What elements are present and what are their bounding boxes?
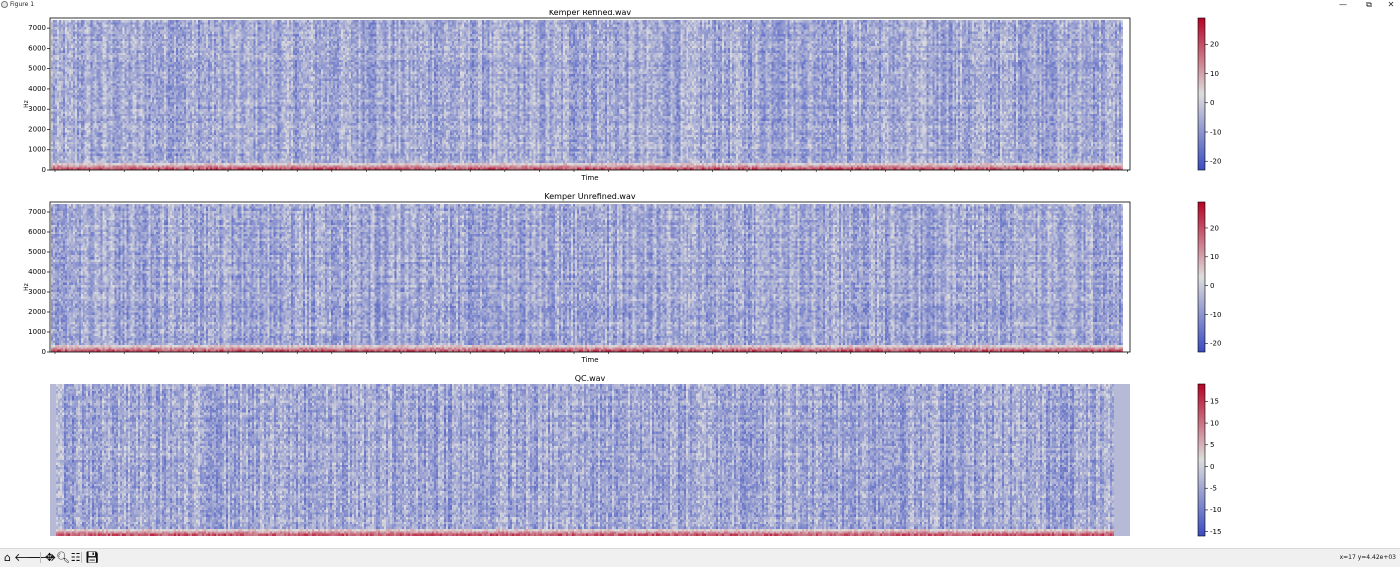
y-tick-label: 5000 — [28, 65, 46, 73]
y-tick-label: 2000 — [28, 125, 46, 133]
colorbar-tick-label: -20 — [1210, 158, 1221, 166]
y-tick-label: 3000 — [28, 288, 46, 296]
figure-canvas[interactable]: 0 1000 2000 3000 4000 5000 6000 7000 Time Hz Kempe… — [0, 10, 1400, 548]
y-tick-label: 2000 — [28, 308, 46, 316]
colorbar-tick-label: 10 — [1210, 419, 1219, 427]
colorbar-tick-label: 15 — [1210, 398, 1219, 406]
axes-frame — [49, 201, 1131, 353]
zoom-icon[interactable]: 🔍︎ — [56, 551, 70, 564]
colorbar — [1197, 17, 1206, 171]
title-bar: Figure 1 — ⧉ ✕ — [0, 0, 1400, 10]
close-button[interactable]: ✕ — [1387, 0, 1395, 9]
colorbar-tick-label: -15 — [1210, 528, 1221, 536]
forward-icon[interactable]: 🡒 — [27, 551, 57, 564]
y-tick-label: 6000 — [28, 228, 46, 236]
x-axis-label: Time — [580, 174, 598, 182]
cursor-coordinates: x=17 y=4.42e+03 — [1339, 554, 1396, 561]
save-icon[interactable]: 💾︎ — [85, 551, 99, 564]
x-axis-label: Time — [580, 356, 598, 364]
spectrogram-axes-1: 0 1000 2000 3000 4000 5000 6000 7000 Time Hz Kempe… — [23, 10, 1221, 182]
colorbar-tick-label: 5 — [1210, 441, 1214, 449]
y-tick-label: 1000 — [28, 146, 46, 154]
y-tick-label: 6000 — [28, 44, 46, 52]
y-tick-label: 4000 — [28, 268, 46, 276]
colorbar-tick-label: 20 — [1210, 41, 1219, 49]
toolbar-separator — [40, 552, 41, 563]
colorbar-tick-label: 0 — [1210, 282, 1214, 290]
colorbar-tick-label: -10 — [1210, 128, 1221, 136]
y-tick-label: 7000 — [28, 208, 46, 216]
y-tick-label: 3000 — [28, 105, 46, 113]
colorbar-tick-label: 10 — [1210, 70, 1219, 78]
y-axis-label: Hz — [23, 283, 30, 291]
colorbar-tick-label: 10 — [1210, 253, 1219, 261]
y-tick-label: 4000 — [28, 85, 46, 93]
home-icon[interactable]: ⌂ — [4, 551, 11, 564]
colorbar-tick-label: -20 — [1210, 340, 1221, 348]
back-icon[interactable]: 🡐 — [14, 551, 44, 564]
colorbar-tick-label: 20 — [1210, 224, 1219, 232]
axes-title: Kemper Unrefined.wav — [544, 192, 635, 201]
spectrogram-heatmap — [51, 20, 1123, 170]
y-tick-label: 5000 — [28, 248, 46, 256]
minimize-button[interactable]: — — [1339, 0, 1347, 9]
spectrogram-heatmap — [51, 204, 1123, 352]
window-title: Figure 1 — [10, 1, 35, 8]
y-axis-label: Hz — [23, 100, 30, 108]
y-tick-label: 0 — [42, 348, 46, 356]
pan-icon[interactable]: ✥ — [44, 551, 55, 564]
y-tick-label: 1000 — [28, 328, 46, 336]
navigation-toolbar: ⌂ 🡐 🡒 ✥ 🔍︎ ☷ 💾︎ x=17 y=4.42e+03 — [0, 548, 1400, 567]
maximize-button[interactable]: ⧉ — [1366, 0, 1372, 9]
configure-subplots-icon[interactable]: ☷ — [70, 551, 81, 564]
colorbar-tick-label: 0 — [1210, 99, 1214, 107]
y-tick-label: 0 — [42, 166, 46, 174]
colorbar-tick-label: -10 — [1210, 311, 1221, 319]
colorbar — [1197, 201, 1206, 353]
colorbar-tick-label: -5 — [1210, 485, 1217, 493]
toolbar-separator — [81, 552, 82, 563]
colorbar-tick-label: -10 — [1210, 506, 1221, 514]
y-tick-label: 7000 — [28, 24, 46, 32]
axes-title: QC.wav — [575, 374, 606, 383]
figure-app-icon — [1, 1, 8, 8]
spectrogram-figure: 01000200030004000500060007000TimeHzKempe… — [23, 10, 1221, 537]
spectrogram-axes-3: QC.wav -15 -10 -5 0 5 10 15 — [50, 374, 1221, 537]
axes-frame — [49, 17, 1131, 171]
colorbar-tick-label: 0 — [1210, 463, 1214, 471]
spectrogram-heatmap — [50, 384, 1130, 536]
colorbar — [1197, 383, 1206, 537]
axes-title: Kemper Refined.wav — [549, 10, 632, 17]
spectrogram-axes-2: 0 1000 2000 3000 4000 5000 6000 7000 Time Hz Kempe… — [23, 192, 1221, 364]
